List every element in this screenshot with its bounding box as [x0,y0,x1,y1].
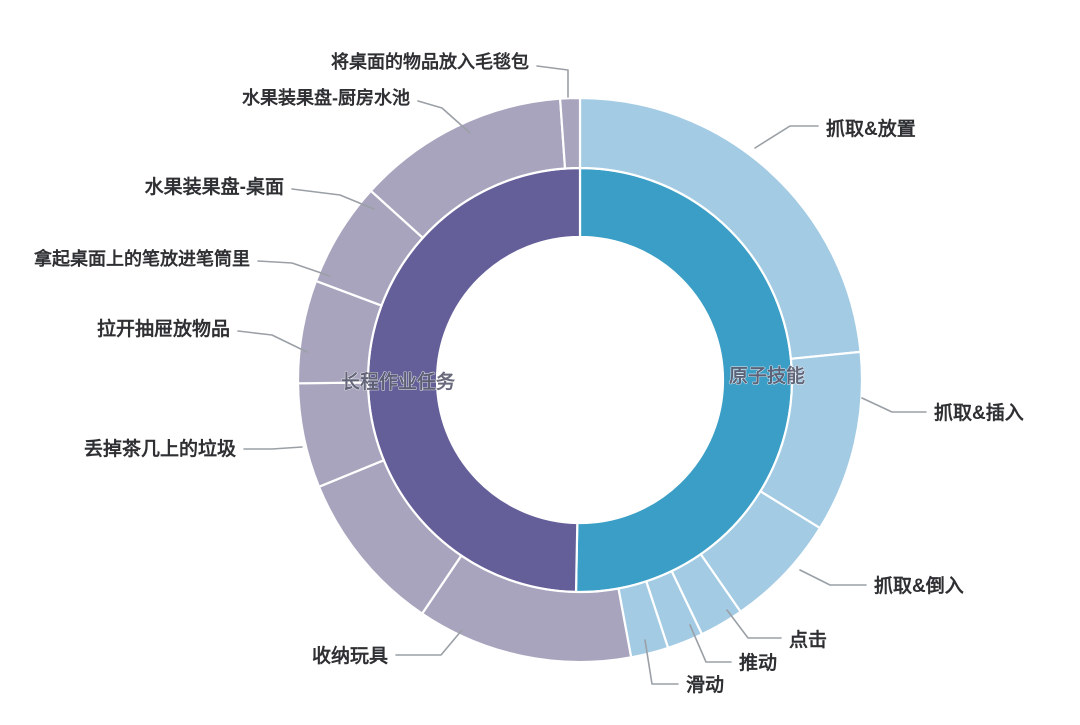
outer-segment-label: 丢掉茶几上的垃圾 [84,437,237,460]
outer-segment-label: 拉开抽屉放物品 [97,317,230,340]
outer-segment-label: 水果装果盘-桌面 [145,175,284,198]
outer-ring-segment[interactable] [558,96,582,170]
leader-line [243,446,303,450]
outer-segment-label: 拿起桌面上的笔放进笔筒里 [33,248,250,269]
outer-segment-label: 将桌面的物品放入毛毯包 [331,51,529,72]
leader-line [689,624,732,663]
outer-segment-label: 抓取&插入 [934,401,1024,424]
outer-segment-label: 抓取&倒入 [874,574,964,597]
leader-line [754,125,819,149]
leader-line [237,330,308,353]
inner-ring-labels-group: 原子技能 长程作业任务 [341,364,806,394]
outer-segment-label: 收纳玩具 [312,644,388,667]
leader-line [536,65,569,98]
inner-segment-label: 长程作业任务 [341,370,456,393]
outer-segment-label: 水果装果盘-厨房水池 [242,87,410,108]
outer-segment-label: 推动 [739,651,777,674]
leader-line [395,629,463,656]
leader-line [257,260,331,277]
leader-line [644,639,679,685]
leader-lines-group [237,65,927,685]
inner-segment-label: 原子技能 [729,364,805,387]
leader-line [417,100,471,134]
outer-segment-label: 滑动 [686,674,724,696]
outer-segment-label: 点击 [789,629,827,651]
outer-ring-group [296,96,864,664]
leader-line [291,188,375,210]
outer-segment-label: 抓取&放置 [826,117,916,140]
leader-line [799,569,867,586]
leader-line [726,609,782,639]
leader-line [861,397,927,413]
